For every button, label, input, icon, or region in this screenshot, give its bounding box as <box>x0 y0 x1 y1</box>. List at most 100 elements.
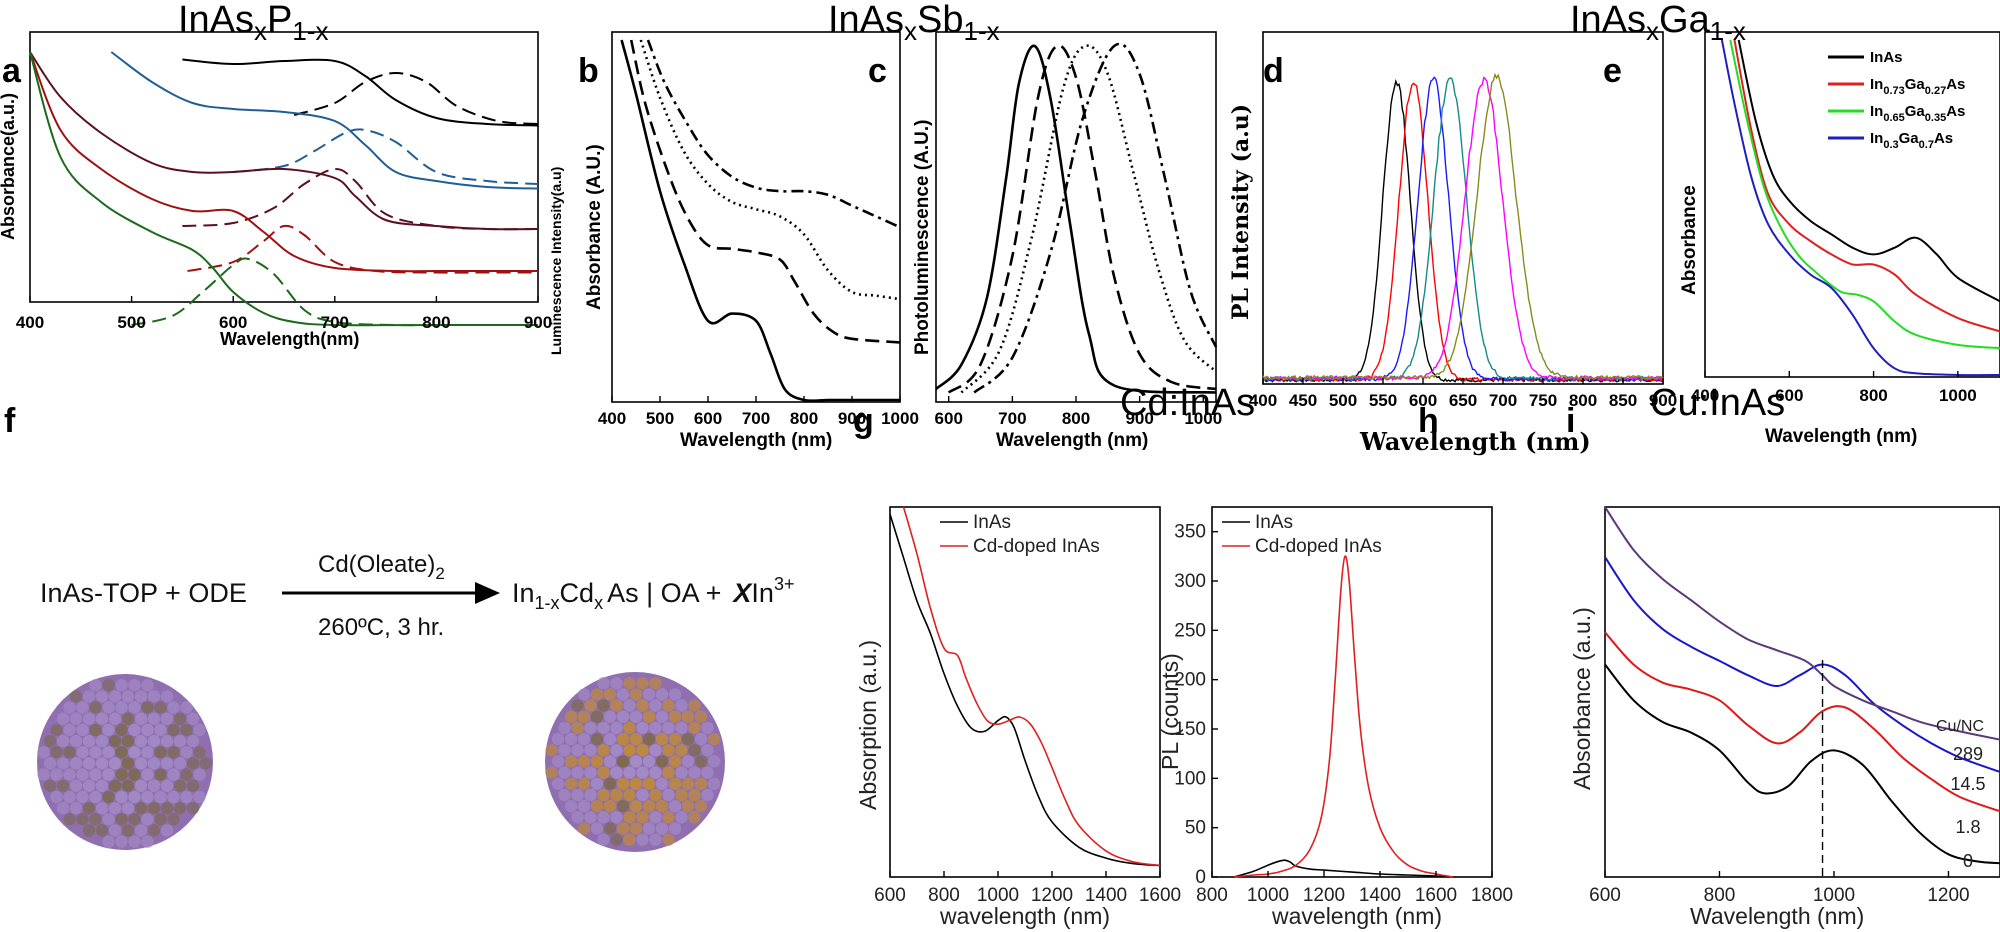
np-atom <box>590 800 604 813</box>
xtick-label-c-1000: 1000 <box>1184 409 1222 428</box>
series-b-x1 <box>620 39 900 403</box>
np-atom <box>701 766 714 779</box>
series-c-p1 <box>935 44 1217 394</box>
panel-c-side-label: Luminescence Intensity(a.u) <box>548 167 564 355</box>
np-atom <box>115 813 128 826</box>
np-atom <box>115 679 128 692</box>
np-atom <box>707 755 721 768</box>
np-atom <box>649 833 662 846</box>
np-atom <box>688 721 701 735</box>
xtick-label-e-400: 400 <box>1691 386 1719 405</box>
xtick-label-d-900: 900 <box>1649 391 1677 410</box>
np-atom <box>623 721 636 735</box>
np-atom <box>108 757 122 770</box>
np-atom <box>623 699 636 712</box>
np-atom <box>147 712 161 725</box>
np-atom <box>610 811 623 824</box>
np-atom <box>95 690 109 703</box>
xtick-label-d-600: 600 <box>1409 391 1437 410</box>
np-atom <box>76 790 89 804</box>
np-atom <box>160 757 174 770</box>
np-atom <box>649 699 662 712</box>
panel-e-xlabel: Wavelength (nm) <box>1765 426 1917 447</box>
np-atom <box>50 746 63 759</box>
np-atom <box>69 779 83 792</box>
np-atom <box>603 777 617 790</box>
panel-c-frame <box>935 31 1217 403</box>
np-atom <box>636 833 649 846</box>
series-a-abs4 <box>29 51 538 273</box>
np-atom <box>154 768 167 781</box>
np-atom <box>610 744 623 757</box>
np-atom <box>577 800 591 813</box>
np-atom <box>623 744 636 757</box>
np-atom <box>577 732 591 746</box>
np-atom <box>610 721 623 735</box>
xtick-label-a-900: 900 <box>524 313 552 332</box>
np-atom <box>558 766 571 779</box>
np-atom <box>160 824 174 837</box>
np-atom <box>655 732 669 746</box>
panel-i-series-label-0: 0 <box>1963 851 1973 871</box>
np-atom <box>577 755 591 768</box>
reaction-scheme: InAs-TOP + ODE Cd(Oleate)2 260ºC, 3 hr. … <box>37 551 794 852</box>
np-atom <box>134 824 148 837</box>
series-i-289 <box>1604 506 2000 741</box>
np-atom <box>186 802 200 815</box>
np-atom <box>675 766 688 779</box>
np-atom <box>616 800 630 813</box>
panel-g-ylabel: Absorption (a.u.) <box>855 640 881 810</box>
np-atom <box>63 746 76 759</box>
np-atom <box>662 721 675 735</box>
np-atom <box>701 744 714 757</box>
np-atom <box>121 779 135 792</box>
np-atom <box>160 734 174 748</box>
np-atom <box>115 746 128 759</box>
series-d-d3 <box>1262 76 1664 383</box>
np-atom <box>102 746 115 759</box>
np-atom <box>694 800 708 813</box>
np-atom <box>134 734 148 748</box>
np-atom <box>675 699 688 712</box>
np-atom <box>590 755 604 768</box>
np-atom <box>590 688 604 701</box>
xtick-label-g-800: 800 <box>928 885 960 906</box>
np-atom <box>688 699 701 712</box>
panel-b-plot: 400 500 600 700 800 900 1000 <box>598 39 919 428</box>
legend-g-label-1: Cd-doped InAs <box>973 536 1100 557</box>
np-atom <box>43 734 57 748</box>
xtick-label-e-800: 800 <box>1859 386 1887 405</box>
panel-label-e: e <box>1603 52 1622 90</box>
np-atom <box>558 788 571 802</box>
xtick-label-c-600: 600 <box>935 409 963 428</box>
xtick-label-b-1000: 1000 <box>881 409 919 428</box>
np-atom <box>571 766 584 779</box>
np-atom <box>82 734 96 748</box>
np-atom <box>167 723 180 737</box>
np-atom <box>668 755 682 768</box>
np-atom <box>636 677 649 690</box>
xtick-label-a-800: 800 <box>422 313 450 332</box>
np-atom <box>167 746 180 759</box>
series-a-pl2 <box>233 128 539 185</box>
np-atom <box>186 757 200 770</box>
panel-h-xlabel: wavelength (nm) <box>1271 903 1442 929</box>
np-atom <box>128 701 141 714</box>
title-inasga: InAsxGa1-x <box>1570 0 1746 46</box>
np-atom <box>642 822 656 835</box>
panel-b-xlabel: Wavelength (nm) <box>680 430 832 451</box>
series-c-p4 <box>973 42 1218 394</box>
np-atom <box>134 757 148 770</box>
np-atom <box>82 757 96 770</box>
np-atom <box>89 790 102 804</box>
np-atom <box>56 734 70 748</box>
series-h-Cd-doped InAs <box>1234 555 1453 878</box>
nanoparticle-undoped-image <box>37 674 213 850</box>
panel-i-ylabel: Absorbance (a.u.) <box>1569 607 1595 790</box>
scheme-conditions: 260ºC, 3 hr. <box>318 614 444 641</box>
np-atom <box>551 755 565 768</box>
np-atom <box>558 744 571 757</box>
xtick-label-d-800: 800 <box>1569 391 1597 410</box>
np-atom <box>577 710 591 723</box>
panel-label-g: g <box>853 402 874 440</box>
